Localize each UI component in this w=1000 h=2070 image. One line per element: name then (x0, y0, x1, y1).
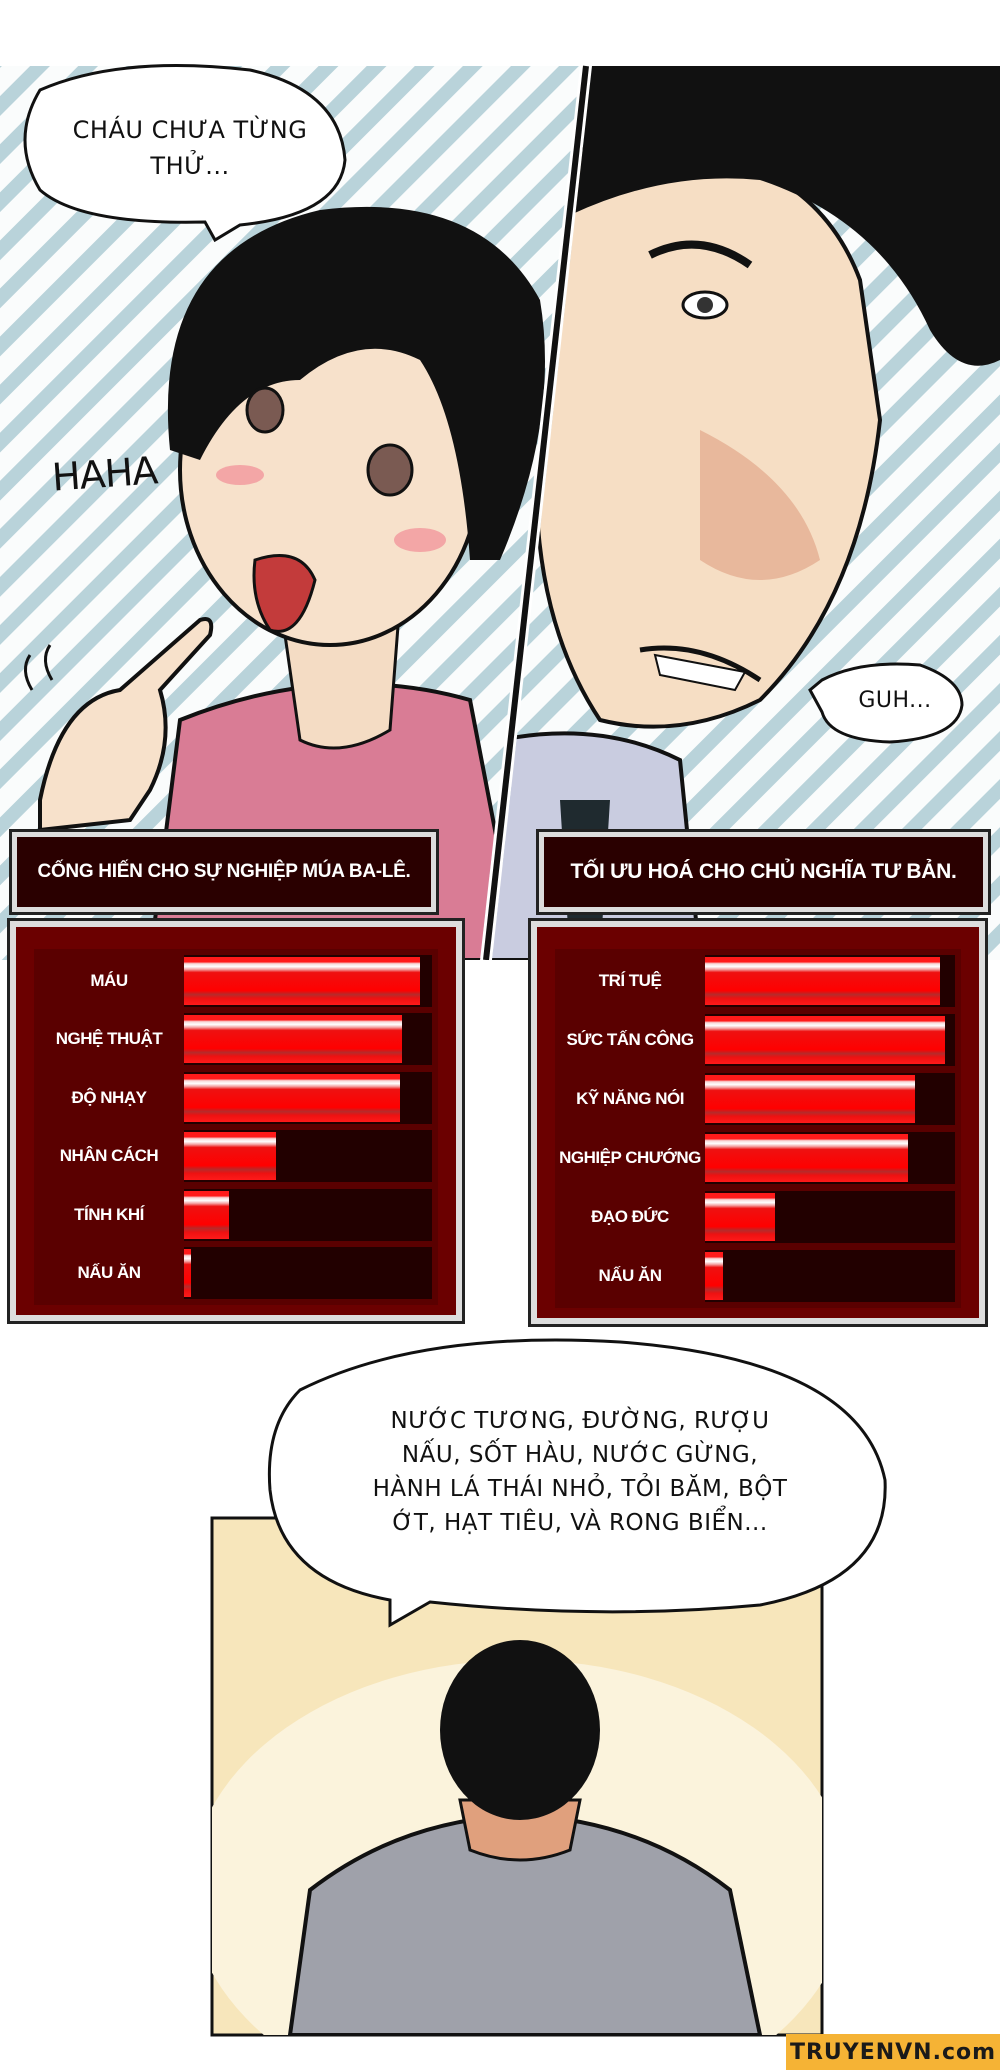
right-stats-panel: TRÍ TUỆ SỨC TẤN CÔNG KỸ NĂNG NÓI NGHIỆP CHƯ… (528, 918, 988, 1327)
right-card-title-text: TỐI ƯU HOÁ CHO CHỦ NGHĨA TƯ BẢN. (570, 860, 957, 883)
stat-row: NGHỆ THUẬT (34, 1013, 438, 1066)
man-speech-bubble (808, 662, 964, 744)
stat-row: SỨC TẤN CÔNG (555, 1014, 961, 1066)
stat-bar-fill (184, 1248, 192, 1297)
stat-bar-track (705, 1191, 955, 1243)
stat-bar-fill (705, 957, 940, 1005)
left-card-title-text: CỐNG HIẾN CHO SỰ NGHIỆP MÚA BA-LÊ. (37, 861, 411, 882)
stat-bar-track (705, 1132, 955, 1184)
laugh-sound-effect: HAHA (50, 448, 159, 500)
stat-label: ĐỘ NHẠY (71, 1087, 147, 1107)
ingredients-speech-text: NƯỚC TƯƠNG, ĐƯỜNG, RƯỢU NẤU, SỐT HÀU, NƯ… (290, 1404, 870, 1540)
man-panel (492, 66, 1000, 960)
stat-bar-track (705, 1250, 955, 1302)
stat-bar-track (184, 955, 432, 1007)
man-speech-text: GUH... (858, 688, 932, 713)
stat-bar-fill (705, 1016, 945, 1064)
stat-row: NHÂN CÁCH (34, 1130, 438, 1183)
stat-bar-track (184, 1013, 432, 1066)
bubble-line: ỚT, HẠT TIÊU, VÀ RONG BIỂN... (392, 1510, 768, 1536)
stat-bar-track (184, 1188, 432, 1241)
stat-label: NGHỆ THUẬT (55, 1029, 163, 1049)
stat-label: KỸ NĂNG NÓI (576, 1089, 684, 1108)
stat-label: NẤU ĂN (77, 1262, 141, 1282)
stat-label: NHÂN CÁCH (59, 1146, 159, 1166)
stat-label: ĐẠO ĐỨC (591, 1207, 669, 1226)
left-card-title: CỐNG HIẾN CHO SỰ NGHIỆP MÚA BA-LÊ. (9, 829, 439, 915)
stat-bar-track (184, 1246, 432, 1299)
stat-row: NGHIỆP CHƯỚNG (555, 1132, 961, 1184)
bottom-comic-panel (210, 1338, 887, 2037)
top-comic-panel (0, 64, 1000, 960)
stat-bar-track (705, 1014, 955, 1066)
stat-bar-track (184, 1071, 432, 1124)
stat-bar-fill (705, 1134, 908, 1182)
stat-bar-fill (705, 1193, 775, 1241)
stat-label: MÁU (90, 971, 128, 990)
stat-bar-fill (184, 957, 420, 1005)
stat-bar-fill (705, 1075, 915, 1123)
bubble-line: HÀNH LÁ THÁI NHỎ, TỎI BĂM, BỘT (372, 1476, 788, 1502)
stat-row: TRÍ TUỆ (555, 955, 961, 1007)
stat-bar-track (705, 1073, 955, 1125)
right-card-title: TỐI ƯU HOÁ CHO CHỦ NGHĨA TƯ BẢN. (536, 829, 991, 915)
stat-row: ĐỘ NHẠY (34, 1071, 438, 1124)
bubble-line: NẤU, SỐT HÀU, NƯỚC GỪNG, (401, 1442, 759, 1468)
stat-row: ĐẠO ĐỨC (555, 1191, 961, 1243)
girl-speech-text: CHÁU CHƯA TỪNG THỬ... (72, 116, 308, 180)
stat-bar-track (184, 1130, 432, 1183)
stat-row: NẤU ĂN (555, 1250, 961, 1302)
stat-bar-fill (184, 1132, 276, 1181)
stat-bar-fill (184, 1015, 403, 1064)
stat-row: NẤU ĂN (34, 1246, 438, 1299)
stat-label: TRÍ TUỆ (598, 971, 662, 990)
stat-row: TÍNH KHÍ (34, 1188, 438, 1241)
stat-label: NẤU ĂN (598, 1266, 662, 1285)
stat-label: SỨC TẤN CÔNG (566, 1030, 694, 1049)
bubble-line: NƯỚC TƯƠNG, ĐƯỜNG, RƯỢU (390, 1408, 770, 1434)
stat-label: TÍNH KHÍ (74, 1204, 144, 1224)
stat-bar-fill (705, 1252, 723, 1300)
stat-bar-fill (184, 1073, 400, 1122)
stat-label: NGHIỆP CHƯỚNG (559, 1148, 701, 1167)
stat-row: MÁU (34, 955, 438, 1007)
left-stats-panel: MÁU NGHỆ THUẬT ĐỘ NHẠY NHÂN CÁCH TÍNH KHÍ NẤU… (7, 918, 465, 1324)
stat-row: KỸ NĂNG NÓI (555, 1073, 961, 1125)
stat-bar-fill (184, 1190, 229, 1239)
bottom-speech-bubble (267, 1338, 887, 1628)
stat-bar-track (705, 955, 955, 1007)
girl-speech-bubble (23, 64, 347, 243)
watermark-logo: TRUYENVN.com (786, 2034, 1000, 2070)
